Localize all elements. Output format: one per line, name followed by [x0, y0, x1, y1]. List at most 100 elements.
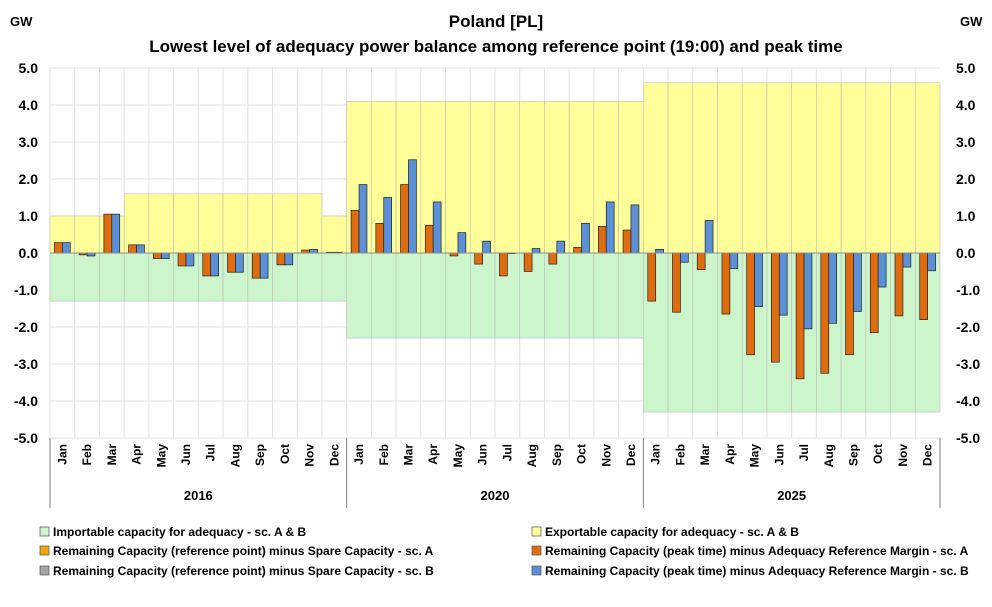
x-month-label: May: [748, 444, 762, 468]
bar: [350, 210, 360, 254]
y-tick-label-left: 5.0: [19, 60, 39, 76]
x-month-label: Feb: [377, 444, 391, 465]
area-segment: [816, 82, 842, 254]
x-month-label: May: [154, 444, 168, 468]
bar: [556, 240, 566, 254]
x-month-label: Nov: [303, 444, 317, 467]
area-segment: [593, 252, 619, 339]
bar: [721, 252, 731, 315]
area-segment: [74, 215, 100, 254]
bar: [704, 220, 714, 254]
area-segment: [865, 82, 891, 254]
y-tick-label-left: -3.0: [14, 356, 38, 372]
bar: [375, 223, 385, 254]
legend-label: Remaining Capacity (reference point) min…: [53, 564, 434, 578]
legend-swatch: [531, 526, 542, 537]
x-group-label: 2020: [481, 488, 510, 503]
y-axis-unit-left: GW: [10, 14, 33, 29]
bar: [523, 252, 533, 272]
legend-swatch: [39, 565, 50, 576]
bar: [877, 252, 887, 288]
bar: [358, 184, 368, 254]
x-month-label: Oct: [575, 444, 589, 464]
legend-swatch: [39, 545, 50, 556]
area-segment: [173, 193, 199, 254]
area-segment: [420, 252, 446, 339]
x-month-label: Jun: [179, 444, 193, 465]
area-segment: [321, 215, 347, 254]
bar: [424, 224, 434, 254]
bar: [136, 244, 145, 254]
bar: [647, 252, 657, 302]
bar: [103, 213, 113, 254]
x-month-label: Jan: [649, 444, 663, 465]
area-segment: [568, 252, 595, 339]
bar: [672, 252, 681, 313]
x-month-label: Dec: [921, 444, 935, 466]
y-tick-label-right: 4.0: [956, 97, 976, 113]
bar: [185, 252, 195, 267]
x-month-label: Sep: [550, 444, 564, 466]
chart-subtitle: Lowest level of adequacy power balance a…: [149, 37, 842, 56]
bar: [597, 226, 607, 254]
area-segment: [766, 82, 792, 254]
area-segment: [544, 252, 570, 339]
area-segment: [296, 193, 323, 254]
bar: [235, 252, 244, 273]
y-tick-label-right: -3.0: [956, 356, 980, 372]
x-month-label: Oct: [278, 444, 292, 464]
x-month-label: Dec: [327, 444, 341, 466]
chart-title: Poland [PL]: [449, 12, 543, 31]
bar: [622, 229, 632, 254]
bar: [795, 252, 805, 380]
bar: [251, 252, 261, 279]
bar: [531, 248, 541, 254]
y-tick-label-right: 1.0: [956, 208, 976, 224]
area-segment: [371, 252, 397, 339]
x-month-label: Apr: [723, 444, 737, 465]
bar: [457, 232, 467, 254]
legend-label: Remaining Capacity (peak time) minus Ade…: [545, 564, 969, 578]
bar: [548, 252, 558, 265]
area-segment: [272, 193, 298, 254]
bar: [177, 252, 187, 267]
bar: [128, 244, 137, 254]
bar: [227, 252, 236, 273]
y-tick-label-right: -2.0: [956, 319, 980, 335]
area-segment: [247, 193, 273, 254]
area-segment: [123, 252, 150, 302]
area-segment: [445, 252, 471, 339]
bar: [853, 252, 862, 312]
bar: [474, 252, 483, 265]
bar: [400, 184, 409, 254]
x-month-label: Oct: [871, 444, 885, 464]
bar: [276, 252, 286, 266]
area-segment: [717, 82, 743, 254]
area-segment: [49, 252, 76, 302]
area-segment: [198, 193, 224, 254]
legend: Importable capacity for adequacy - sc. A…: [39, 525, 969, 578]
x-month-label: Apr: [130, 444, 144, 465]
bar: [902, 252, 912, 268]
bar: [581, 223, 590, 254]
x-month-label: Sep: [846, 444, 860, 466]
y-tick-label-right: -4.0: [956, 393, 980, 409]
x-month-label: Mar: [698, 444, 712, 466]
area-segment: [791, 82, 817, 254]
bar: [927, 252, 936, 272]
y-tick-label-right: -5.0: [956, 430, 980, 446]
y-tick-label-left: -5.0: [14, 430, 38, 446]
bar: [383, 197, 393, 254]
legend-label: Importable capacity for adequacy - sc. A…: [53, 525, 307, 539]
bar: [746, 252, 755, 356]
x-group-label: 2016: [184, 488, 213, 503]
area-segment: [544, 101, 570, 254]
y-tick-label-right: 0.0: [956, 245, 976, 261]
axis-layer: 5.0 5.0 4.0 4.0 3.0 3.0 2.0 2.0 1.0 1.0 0.0 0.0 -1.0…: [14, 60, 980, 508]
bar: [754, 252, 763, 308]
bar: [202, 252, 212, 277]
bar: [820, 252, 830, 374]
bar: [869, 252, 879, 333]
bar: [919, 252, 928, 320]
